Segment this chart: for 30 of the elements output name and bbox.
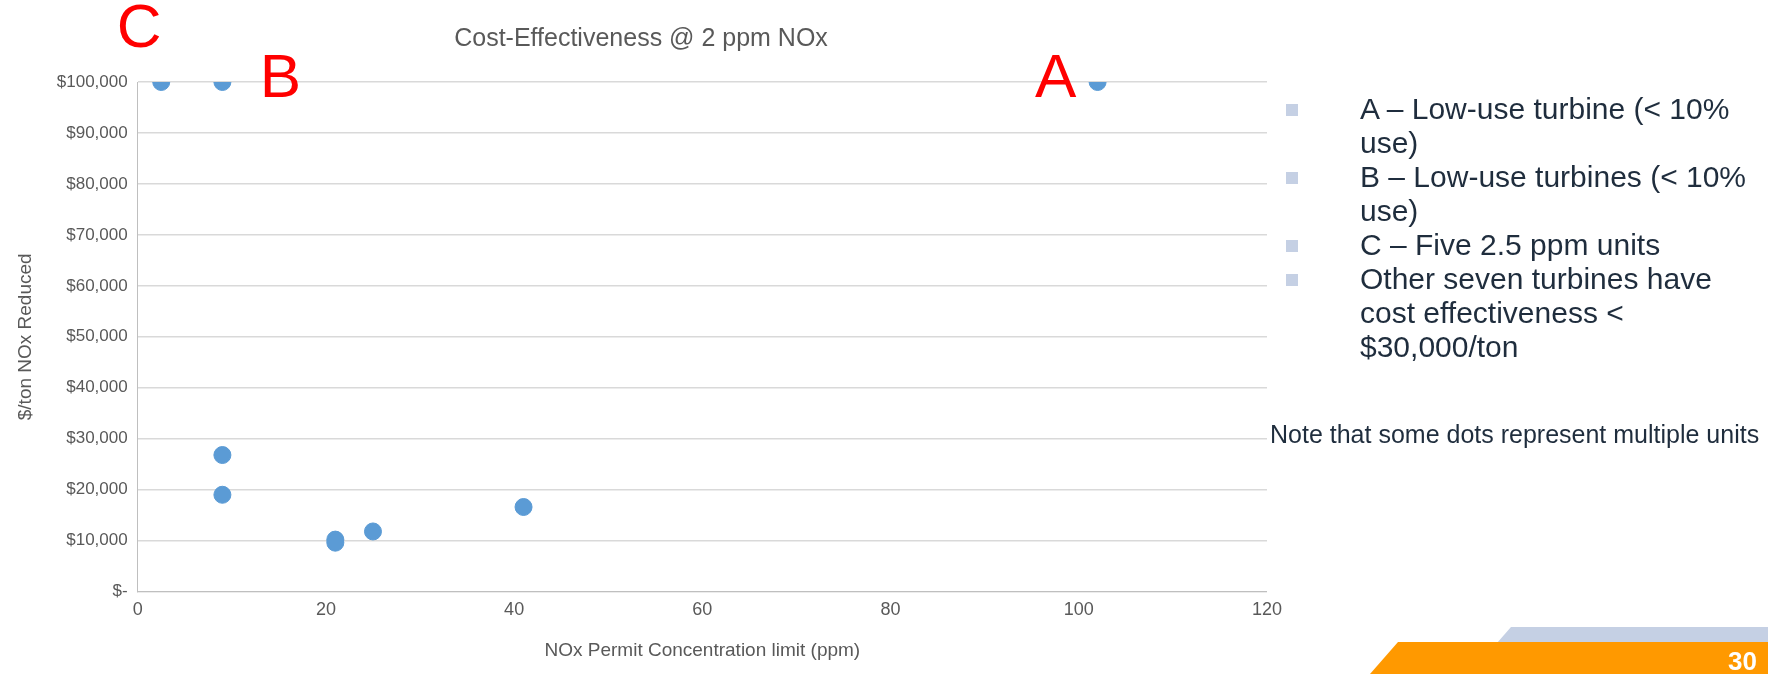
y-tick-label: $100,000 xyxy=(56,71,128,91)
y-tick-label: $80,000 xyxy=(66,173,128,193)
x-tick-label: 0 xyxy=(132,599,143,620)
text: A – Low-use turbine (< 10% use) xyxy=(1359,92,1731,160)
x-tick-label: 120 xyxy=(1251,599,1283,620)
x-tick-label: 100 xyxy=(1063,599,1094,620)
y-tick-label: $90,000 xyxy=(66,122,128,142)
x-axis-title: NOx Permit Concentration limit (ppm) xyxy=(544,638,861,660)
annotation: B xyxy=(259,41,302,111)
y-tick-label: $20,000 xyxy=(66,479,128,499)
text: 30 xyxy=(1728,646,1757,674)
x-tick-label: 40 xyxy=(504,599,525,620)
y-axis-title: $/ton NOx Reduced xyxy=(13,253,35,421)
text: B – Low-use turbines (< 10% use) xyxy=(1359,160,1748,228)
y-tick-label: $70,000 xyxy=(66,224,128,244)
y-tick-label: $60,000 xyxy=(66,275,128,295)
y-tick-label: $50,000 xyxy=(66,326,128,346)
text: Note that some dots represent multiple units xyxy=(1270,419,1760,450)
text: Other seven turbines have cost effectiveness < $30,000/ton xyxy=(1359,262,1713,364)
x-tick-label: 20 xyxy=(315,599,336,620)
annotation: A xyxy=(1034,41,1077,111)
text: C – Five 2.5 ppm units xyxy=(1359,228,1662,262)
annotation: C xyxy=(116,0,162,61)
chart-title: Cost-Effectiveness @ 2 ppm NOx xyxy=(454,22,829,51)
y-tick-label: $- xyxy=(112,581,128,601)
y-tick-label: $40,000 xyxy=(66,377,128,397)
y-tick-label: $10,000 xyxy=(66,530,128,550)
x-tick-label: 60 xyxy=(692,599,713,620)
x-tick-label: 80 xyxy=(880,599,901,620)
y-tick-label: $30,000 xyxy=(66,428,128,448)
